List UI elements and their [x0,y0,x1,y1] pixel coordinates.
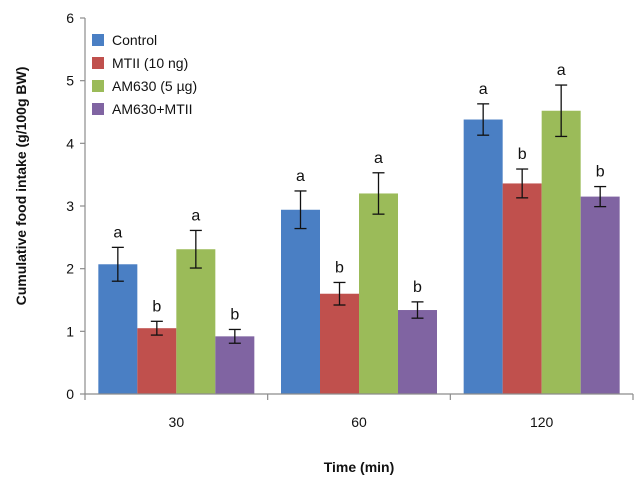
y-tick-label: 1 [66,323,74,339]
legend-swatch [92,57,104,69]
legend-swatch [92,34,104,46]
legend-swatch [92,80,104,92]
bar [98,264,138,394]
x-tick-label: 60 [351,414,367,430]
legend-label: Control [112,32,157,48]
x-axis-title: Time (min) [324,459,395,475]
legend: Control MTII (10 ng) AM630 (5 µg) AM630+MTI… [92,32,197,117]
significance-label: a [113,224,122,241]
bar [541,110,581,394]
x-ticks: 30 60 120 [84,394,634,430]
bar [398,310,437,394]
bar [359,193,398,394]
bar [463,119,503,395]
y-tick-label: 0 [66,386,74,402]
bar [176,249,216,394]
significance-label: b [518,146,527,163]
significance-label: a [191,207,200,224]
y-tick-label: 2 [66,261,74,277]
y-ticks: 0 1 2 3 4 5 6 [66,10,85,402]
significance-label: a [479,81,488,98]
x-tick-label: 30 [169,414,185,430]
significance-label: b [230,306,239,323]
legend-label: AM630 (5 µg) [112,78,197,94]
y-axis-title: Cumulative food intake (g/100g BW) [13,67,29,306]
significance-label: b [335,259,344,276]
bar [580,196,620,394]
x-tick-label: 120 [530,414,554,430]
bar [215,336,255,394]
y-tick-label: 4 [66,135,74,151]
bar [281,209,320,394]
significance-label: a [374,150,383,167]
bars-group: a b a b a b a b a b a b [98,62,620,395]
bar [137,328,177,394]
significance-label: a [557,62,566,79]
significance-label: b [596,164,605,181]
significance-label: b [413,279,422,296]
bar [502,183,542,394]
significance-label: b [152,298,161,315]
legend-label: MTII (10 ng) [112,55,188,71]
y-tick-label: 6 [66,10,74,26]
legend-swatch [92,103,104,115]
significance-label: a [296,168,305,185]
y-tick-label: 5 [66,73,74,89]
bar [320,293,359,394]
y-tick-label: 3 [66,198,74,214]
legend-label: AM630+MTII [112,101,193,117]
